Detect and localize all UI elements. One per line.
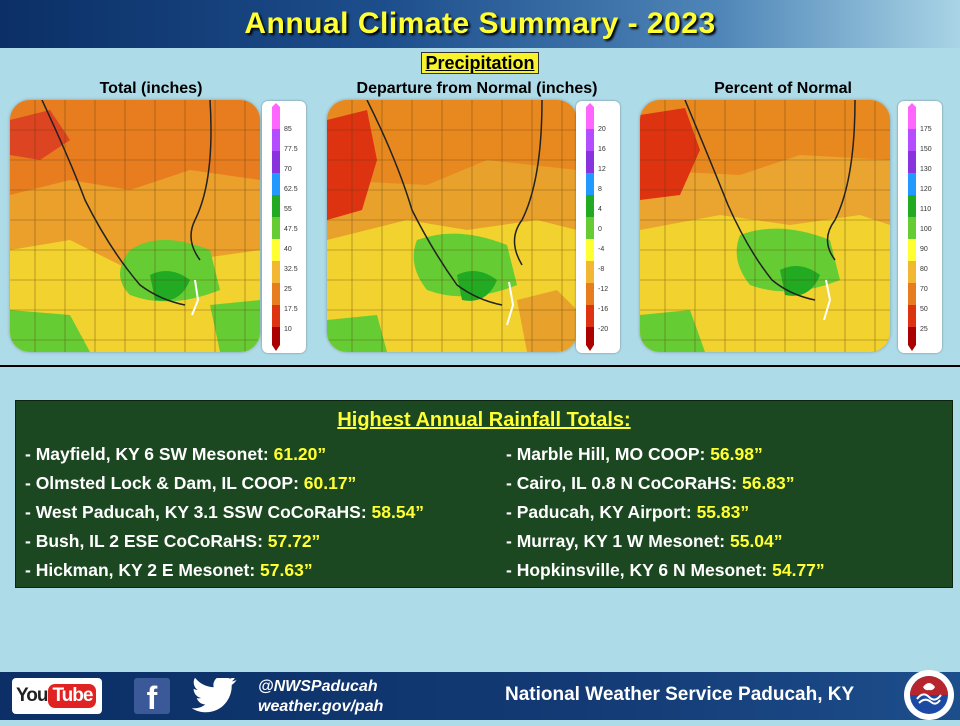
legend-label: 85 — [284, 126, 292, 133]
rainfall-item: - Olmsted Lock & Dam, IL COOP: 60.17” — [25, 473, 357, 493]
map-title-percent: Percent of Normal — [714, 80, 852, 97]
office-name: National Weather Service Paducah, KY — [505, 684, 855, 705]
facebook-icon[interactable]: f — [134, 678, 170, 716]
legend-bar-percent — [908, 103, 916, 351]
legend-total: 85 77.5 70 62.5 55 47.5 40 32.5 25 17.5 … — [262, 101, 306, 353]
map-departure-precip — [327, 100, 577, 352]
legend-label: 120 — [920, 186, 932, 193]
legend-label: 90 — [920, 246, 928, 253]
rainfall-list-left: - Mayfield, KY 6 SW Mesonet: 61.20” - Ol… — [25, 440, 424, 585]
rainfall-item: - Marble Hill, MO COOP: 56.98” — [506, 444, 763, 464]
legend-label: 0 — [598, 226, 602, 233]
legend-label: 55 — [284, 206, 292, 213]
rainfall-item: - Hickman, KY 2 E Mesonet: 57.63” — [25, 560, 313, 580]
twitter-handle[interactable]: @NWSPaducah — [258, 678, 378, 695]
legend-label: 25 — [920, 326, 928, 333]
website-link[interactable]: weather.gov/pah — [258, 698, 384, 715]
legend-label: 4 — [598, 206, 602, 213]
legend-label: -4 — [598, 246, 604, 253]
legend-label: 50 — [920, 306, 928, 313]
legend-label: 32.5 — [284, 266, 298, 273]
rainfall-title: Highest Annual Rainfall Totals: — [337, 409, 631, 431]
map-percent-normal — [640, 100, 890, 352]
map-title-departure: Departure from Normal (inches) — [356, 80, 598, 97]
legend-label: 175 — [920, 126, 932, 133]
rainfall-totals-panel: Highest Annual Rainfall Totals: - Mayfie… — [15, 400, 953, 588]
map-title-total: Total (inches) — [99, 80, 203, 97]
legend-departure: 20 16 12 8 4 0 -4 -8 -12 -16 -20 — [576, 101, 620, 353]
nws-logo-icon — [903, 669, 955, 721]
youtube-icon[interactable]: You Tube — [12, 678, 102, 714]
legend-label: 8 — [598, 186, 602, 193]
rainfall-item: - Paducah, KY Airport: 55.83” — [506, 502, 750, 522]
legend-label: 80 — [920, 266, 928, 273]
legend-label: 70 — [920, 286, 928, 293]
legend-label: 40 — [284, 246, 292, 253]
legend-label: 110 — [920, 206, 931, 213]
rainfall-list-right: - Marble Hill, MO COOP: 56.98” - Cairo, … — [506, 440, 825, 585]
legend-label: -16 — [598, 306, 608, 313]
rainfall-item: - Cairo, IL 0.8 N CoCoRaHS: 56.83” — [506, 473, 795, 493]
footer-bar: You Tube f @NWSPaducah weather.gov/pah Na… — [0, 672, 960, 720]
rainfall-item: - Bush, IL 2 ESE CoCoRaHS: 57.72” — [25, 531, 321, 551]
legend-label: 100 — [920, 226, 932, 233]
legend-label: 77.5 — [284, 146, 298, 153]
legend-label: -8 — [598, 266, 604, 273]
legend-label: 25 — [284, 286, 292, 293]
rainfall-item: - Hopkinsville, KY 6 N Mesonet: 54.77” — [506, 560, 825, 580]
title-bar: Annual Climate Summary - 2023 — [0, 0, 960, 48]
page-title: Annual Climate Summary - 2023 — [244, 7, 716, 40]
section-label: Precipitation — [0, 52, 960, 74]
legend-label: 10 — [284, 326, 292, 333]
legend-label: 47.5 — [284, 226, 298, 233]
rainfall-item: - Murray, KY 1 W Mesonet: 55.04” — [506, 531, 783, 551]
social-handle: @NWSPaducah weather.gov/pah — [258, 677, 383, 717]
legend-label: 16 — [598, 146, 606, 153]
legend-label: 12 — [598, 166, 606, 173]
legend-bar-departure — [586, 103, 594, 351]
legend-bar-total — [272, 103, 280, 351]
legend-label: 17.5 — [284, 306, 298, 313]
legend-label: 150 — [920, 146, 932, 153]
legend-label: -20 — [598, 326, 608, 333]
twitter-icon[interactable] — [191, 675, 240, 714]
legend-label: 130 — [920, 166, 932, 173]
map-total-precip — [10, 100, 260, 352]
legend-label: 20 — [598, 126, 606, 133]
section-divider — [0, 365, 960, 367]
legend-label: 62.5 — [284, 186, 298, 193]
rainfall-item: - West Paducah, KY 3.1 SSW CoCoRaHS: 58.… — [25, 502, 425, 522]
legend-percent: 175 150 130 120 110 100 90 80 70 50 25 — [898, 101, 942, 353]
rainfall-item: - Mayfield, KY 6 SW Mesonet: 61.20” — [25, 444, 327, 464]
legend-label: -12 — [598, 286, 608, 293]
section-label-text: Precipitation — [421, 52, 539, 74]
legend-label: 70 — [284, 166, 292, 173]
